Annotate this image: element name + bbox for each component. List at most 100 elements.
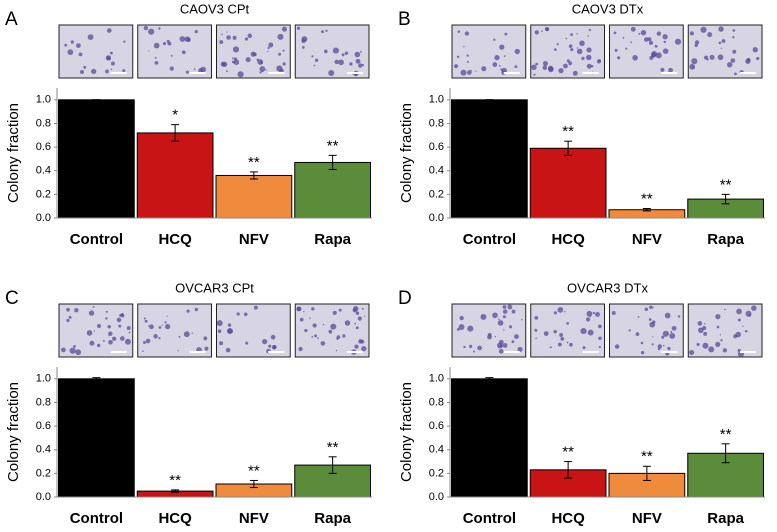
colony [464,31,470,36]
colony [652,336,654,338]
colony [342,334,346,338]
x-tick-label: Rapa [707,231,744,248]
colony [580,327,587,335]
colony [586,63,592,69]
error-bar [249,479,258,489]
colony [744,329,748,333]
significance: ** [169,472,181,489]
colony [282,49,285,52]
colony [344,320,351,326]
colony [651,343,654,346]
colony [724,308,726,311]
colony [502,305,507,309]
colony [736,308,742,315]
colony [267,50,269,53]
colony [617,56,621,60]
colony [66,318,70,323]
error-bar [328,154,337,171]
colony [296,26,301,30]
colony [253,305,258,310]
y-axis-label: Colony fraction [5,382,22,482]
colony [677,315,681,318]
colony [355,58,361,64]
colony [154,56,157,59]
colony [734,72,737,76]
colony [598,59,601,62]
colony [477,345,482,351]
y-tick-label: 0.6 [36,420,51,432]
colony [719,334,722,336]
colony [707,32,713,38]
colony [732,29,736,32]
colony [544,27,550,32]
colony [106,56,111,61]
colony [592,311,596,315]
colony [270,334,276,340]
colony [145,338,151,344]
colony [124,338,131,345]
colony [570,33,574,37]
colony [311,55,314,58]
colony [225,347,231,353]
colony [667,346,671,351]
colony [358,63,363,68]
colony [591,65,594,68]
y-tick-label: 0.2 [429,188,444,200]
colony [480,313,487,320]
colony [142,350,144,353]
colony [338,308,342,312]
colony [458,324,465,330]
colony [558,68,564,74]
colony [569,342,573,347]
colony [648,318,652,321]
colony [662,344,665,347]
colony [257,59,264,65]
error-bar [642,208,651,212]
y-tick-label: 0.6 [429,141,444,153]
bar [687,452,764,498]
x-tick-label: NFV [239,231,269,248]
colony [614,48,618,52]
bar [58,378,135,498]
colony [557,307,564,313]
colony [534,328,538,332]
bar [294,161,371,219]
colony [194,307,199,312]
colony [586,47,592,53]
colony [74,307,79,313]
colony [572,70,578,76]
colony [252,52,257,57]
colony [320,341,326,346]
colony [637,316,640,318]
colony [298,346,303,352]
error-bar [92,377,101,381]
x-tick-label: HCQ [551,510,585,527]
colony [493,38,496,41]
panel-label: C [5,288,19,309]
colony [598,324,602,329]
colony-image [451,24,527,79]
x-tick-label: Rapa [314,231,351,248]
x-tick-label: HCQ [551,231,585,248]
colony [309,317,311,319]
colony [244,37,249,41]
y-tick-label: 0.8 [36,396,51,408]
colony [314,334,318,338]
colony [640,341,644,345]
colony [494,54,500,61]
colony [586,317,591,322]
colony [231,331,233,333]
colony [93,330,96,332]
colony [511,340,515,344]
colony [581,56,585,61]
colony [694,43,698,48]
colony [334,59,339,65]
colony [565,37,568,40]
colony [533,73,536,76]
panel-title: OVCAR3 DTx [567,280,648,295]
colony [640,350,645,355]
colony [278,52,282,56]
colony [216,320,223,327]
colony [142,340,147,344]
colony [303,311,305,313]
